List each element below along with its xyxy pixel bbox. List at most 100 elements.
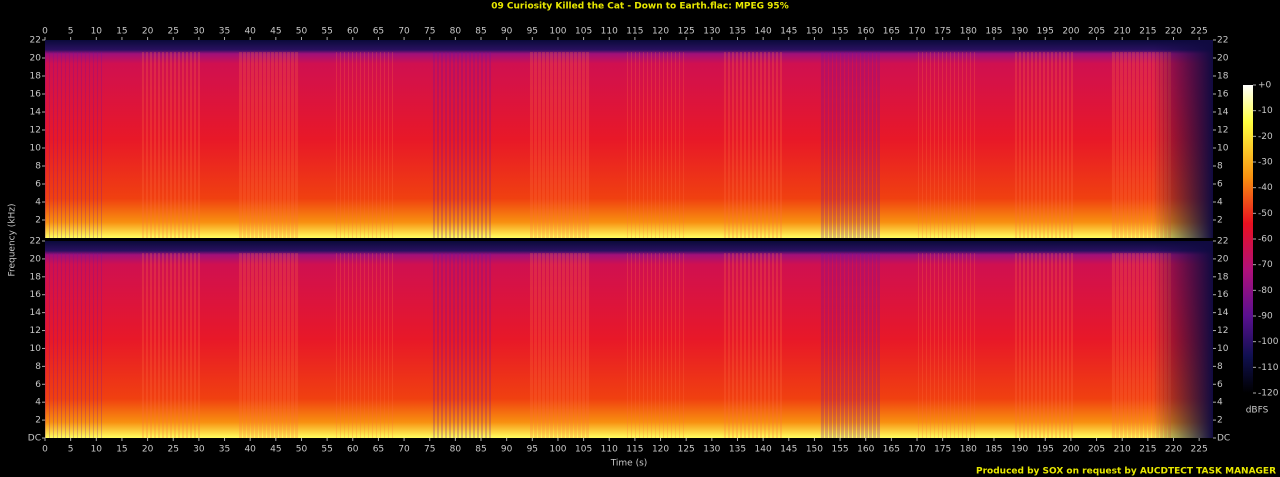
- spectrogram-streak: [821, 52, 824, 238]
- spectrogram-streak: [1047, 52, 1049, 238]
- spectrogram-streak: [259, 52, 262, 238]
- spectrogram-streak: [372, 253, 373, 438]
- spectrogram-streak: [728, 52, 730, 238]
- spectrogram-streak: [538, 52, 541, 238]
- x-tick-label: 220: [1165, 445, 1182, 455]
- spectrogram-streak: [1043, 253, 1045, 438]
- spectrogram-streak: [469, 253, 471, 438]
- x-tick-label: 60: [347, 445, 359, 455]
- spectrogram-streak: [829, 52, 832, 238]
- spectrogram-streak: [655, 52, 656, 238]
- spectrogram-streak: [1027, 52, 1029, 238]
- spectrogram-streak: [291, 52, 294, 238]
- x-tick-label: 105: [575, 27, 592, 37]
- spectrogram-streak: [239, 253, 242, 438]
- y-tick-label: 12: [1217, 326, 1228, 336]
- spectrogram-streak: [857, 253, 860, 438]
- x-tick-label: 40: [244, 445, 256, 455]
- y-tick-label: DC: [28, 434, 41, 444]
- spectrogram-streak: [1059, 253, 1061, 438]
- x-tick-label: 195: [1037, 445, 1054, 455]
- x-tick-label: 160: [857, 445, 874, 455]
- spectrogram-streak: [267, 253, 270, 438]
- x-tick-label: 145: [780, 27, 797, 37]
- spectrogram-streak: [392, 253, 393, 438]
- y-tick-label: 8: [35, 362, 41, 372]
- spectrogram-streak: [146, 52, 148, 238]
- spectrogram-streak: [760, 253, 762, 438]
- spectrogram-streak: [1067, 52, 1069, 238]
- spectrogram-streak: [340, 253, 341, 438]
- spectrogram-streak: [1071, 253, 1073, 438]
- x-tick-label: 195: [1037, 27, 1054, 37]
- x-tick-label: 130: [703, 445, 720, 455]
- spectrogram-streak: [724, 52, 726, 238]
- spectrogram-streak: [287, 52, 290, 238]
- y-tick-label: 22: [30, 237, 41, 247]
- y-tick-label: 14: [1217, 108, 1229, 118]
- x-tick-label: 170: [908, 445, 925, 455]
- spectrogram-streak: [142, 52, 144, 238]
- x-tick-label: 50: [296, 27, 308, 37]
- spectrogram-streak: [627, 52, 628, 238]
- spectrogram-streak: [49, 52, 50, 238]
- x-tick-label: 180: [960, 27, 977, 37]
- spectrogram-streak: [1112, 52, 1115, 238]
- x-tick-label: 130: [703, 27, 720, 37]
- x-tick-label: 215: [1139, 27, 1156, 37]
- x-tick-label: 0: [42, 27, 48, 37]
- spectrogram-streak: [146, 253, 148, 438]
- spectrogram-streak: [970, 52, 971, 238]
- spectrogram-streak: [162, 52, 164, 238]
- spectrogram-streak: [348, 253, 349, 438]
- spectrogram-streak: [283, 52, 286, 238]
- spectrogram-streak: [61, 52, 62, 238]
- spectrogram-streak: [457, 253, 459, 438]
- spectrogram-streak: [77, 253, 78, 438]
- x-tick-label: 205: [1088, 445, 1105, 455]
- x-axis-label: Time (s): [610, 459, 648, 469]
- spectrogram-streak: [639, 253, 640, 438]
- spectrogram-streak: [740, 52, 742, 238]
- spectrogram-streak: [1015, 253, 1017, 438]
- spectrogram-streak: [1120, 253, 1123, 438]
- spectrogram-streak: [849, 253, 852, 438]
- spectrogram-streak: [627, 253, 628, 438]
- spectrogram-streak: [1124, 52, 1127, 238]
- spectrogram-streak: [829, 253, 832, 438]
- spectrogram-streak: [1144, 52, 1147, 238]
- y-tick-label: 2: [1217, 216, 1223, 226]
- spectrogram-streak: [174, 52, 176, 238]
- spectrogram-streak: [340, 52, 341, 238]
- spectrogram-streak: [287, 253, 290, 438]
- spectrogram-streak: [1023, 253, 1025, 438]
- y-tick-label: 10: [30, 144, 42, 154]
- spectrogram-streak: [962, 253, 963, 438]
- spectrogram-streak: [582, 52, 585, 238]
- spectrogram-streak: [166, 253, 168, 438]
- y-tick-label: 6: [1217, 180, 1223, 190]
- spectrogram-streak: [283, 253, 286, 438]
- spectrogram-streak: [437, 52, 439, 238]
- y-tick-label: 18: [30, 72, 42, 82]
- spectrogram-streak: [473, 253, 475, 438]
- spectrogram-streak: [954, 253, 955, 438]
- spectrogram-streak: [724, 253, 726, 438]
- x-tick-label: 145: [780, 445, 797, 455]
- spectrogram-streak: [922, 52, 923, 238]
- spectrogram-streak: [1031, 253, 1033, 438]
- spectrogram-streak: [946, 52, 947, 238]
- spectrogram-streak: [962, 52, 963, 238]
- x-tick-label: 155: [831, 445, 848, 455]
- colorbar-tick-label: -90: [1258, 312, 1273, 322]
- x-tick-label: 0: [42, 445, 48, 455]
- spectrogram-streak: [562, 253, 565, 438]
- x-tick-label: 90: [501, 445, 513, 455]
- x-tick-label: 20: [142, 445, 154, 455]
- x-tick-label: 120: [652, 27, 669, 37]
- spectrogram-streak: [477, 253, 479, 438]
- x-tick-label: 155: [831, 27, 848, 37]
- spectrogram-streak: [1023, 52, 1025, 238]
- spectrogram-streak: [279, 52, 282, 238]
- spectrogram-streak: [1063, 253, 1065, 438]
